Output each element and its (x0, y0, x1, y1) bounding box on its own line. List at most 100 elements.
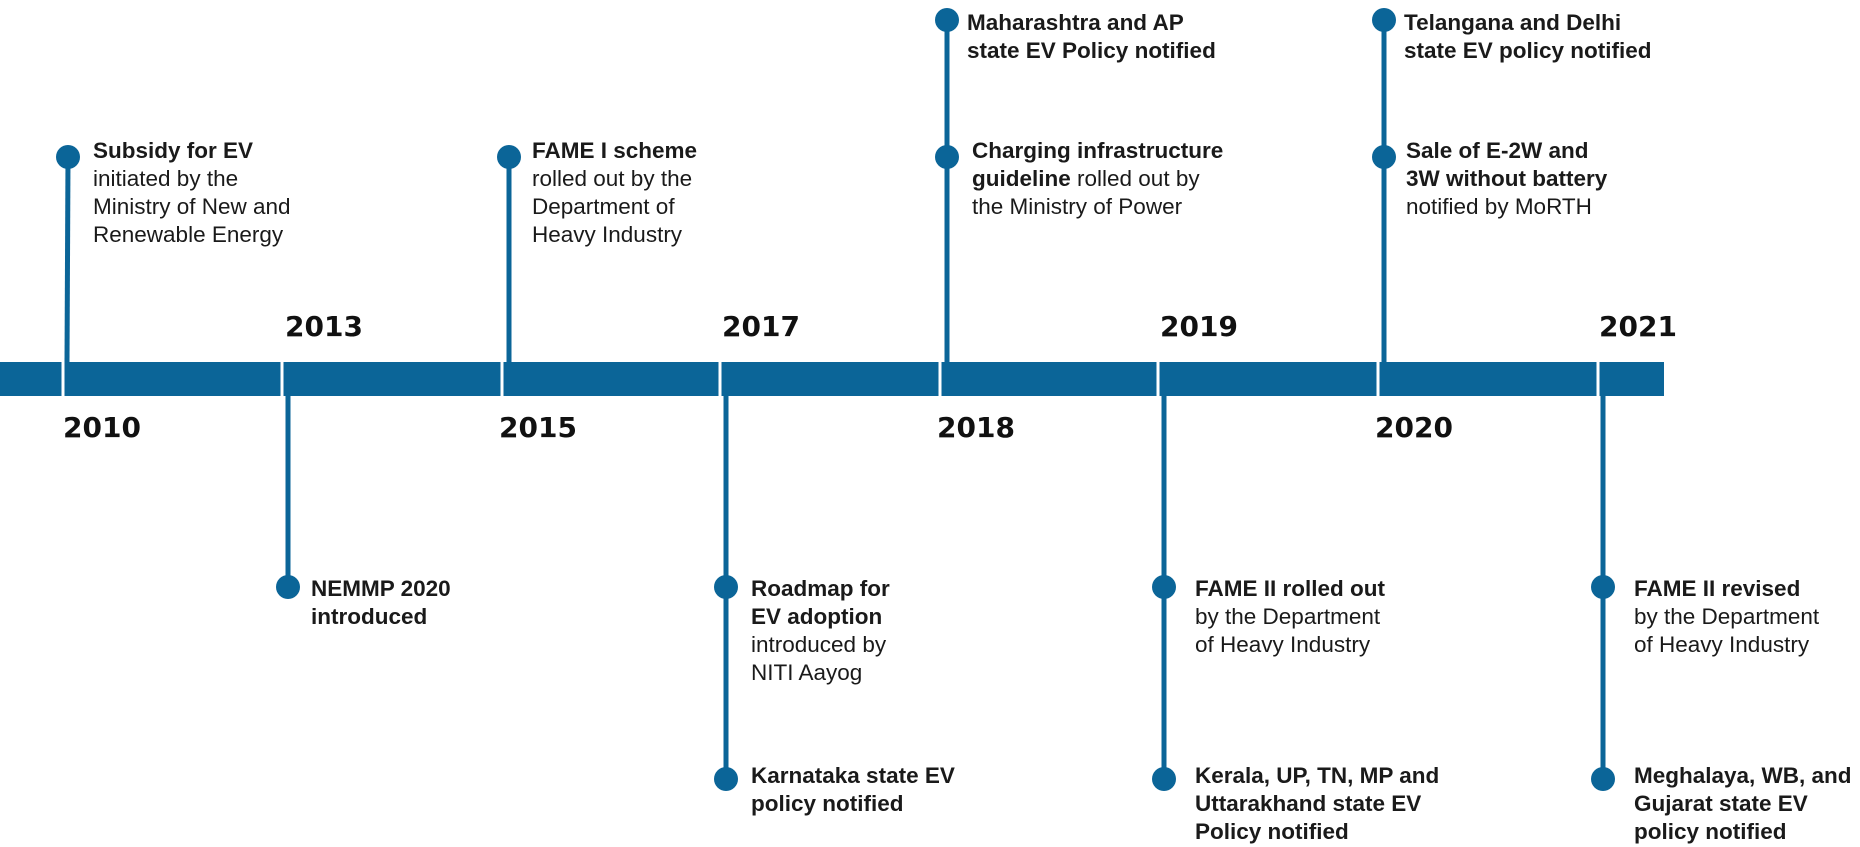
event-text-regular: introduced by (751, 632, 887, 657)
event-dot-2020 (1372, 8, 1396, 32)
event-line: rolled out by the (532, 165, 697, 193)
event-text-bold: introduced (311, 604, 428, 629)
event-line: policy notified (1634, 818, 1852, 846)
event-text-regular: Department of (532, 194, 675, 219)
event-text-regular: Renewable Energy (93, 222, 284, 247)
event-text-bold: Roadmap for (751, 576, 890, 601)
event-text-bold: Kerala, UP, TN, MP and (1195, 763, 1440, 788)
event-connector-2010 (64, 156, 71, 363)
event-dot-2019 (1152, 767, 1176, 791)
event-line: Meghalaya, WB, and (1634, 762, 1852, 790)
event-text-regular: of Heavy Industry (1634, 632, 1810, 657)
event-text-regular: the Ministry of Power (972, 194, 1183, 219)
event-text-bold: state EV Policy notified (967, 38, 1216, 63)
event-line: 3W without battery (1406, 165, 1607, 193)
year-label-2020: 2020 (1375, 411, 1453, 444)
event-line: Policy notified (1195, 818, 1439, 846)
event-line: Charging infrastructure (972, 137, 1223, 165)
event-line: of Heavy Industry (1195, 631, 1385, 659)
year-label-2010: 2010 (63, 411, 141, 444)
event-dot-2021 (1591, 767, 1615, 791)
timeline-bar-separator (1596, 362, 1600, 396)
event-line: Gujarat state EV (1634, 790, 1852, 818)
event-dot-2020 (1372, 145, 1396, 169)
event-line: Subsidy for EV (93, 137, 291, 165)
event-line: introduced (311, 603, 451, 631)
timeline-bar-separator (280, 362, 284, 396)
event-line: NEMMP 2020 (311, 575, 451, 603)
event-dot-2019 (1152, 575, 1176, 599)
event-dot-2010 (56, 145, 80, 169)
event-dot-2021 (1591, 575, 1615, 599)
event-text-2015: FAME I scheme rolled out by the Department… (532, 137, 697, 249)
event-text-bold: FAME II rolled out (1195, 576, 1385, 601)
event-text-bold: Policy notified (1195, 819, 1349, 844)
event-text-regular: by the Department (1195, 604, 1381, 629)
event-text-bold: policy notified (751, 791, 904, 816)
event-text-bold: Uttarakhand state EV (1195, 791, 1422, 816)
event-text-regular: rolled out by the (532, 166, 693, 191)
event-text-regular: notified by MoRTH (1406, 194, 1592, 219)
event-line: Ministry of New and (93, 193, 291, 221)
timeline-bar (0, 362, 1664, 396)
event-text-bold: policy notified (1634, 819, 1787, 844)
timeline-bar-separator (938, 362, 942, 396)
year-label-2015: 2015 (499, 411, 577, 444)
event-line: Renewable Energy (93, 221, 291, 249)
event-text-regular: initiated by the (93, 166, 239, 191)
event-line: by the Department (1634, 603, 1819, 631)
event-line: Telangana and Delhi (1404, 9, 1652, 37)
timeline-bar-separator (718, 362, 722, 396)
event-text-bold: EV adoption (751, 604, 883, 629)
event-dot-2013 (276, 575, 300, 599)
event-line: Kerala, UP, TN, MP and (1195, 762, 1439, 790)
event-text-2017: Karnataka state EV policy notified (751, 762, 955, 818)
event-text-2019: Kerala, UP, TN, MP and Uttarakhand state … (1195, 762, 1439, 846)
event-text-regular: rolled out by (1070, 166, 1200, 191)
year-label-2013: 2013 (285, 310, 363, 343)
event-text-2017: Roadmap for EV adoption introduced by NITI … (751, 575, 890, 687)
event-line: guideline rolled out by (972, 165, 1223, 193)
event-text-bold: Charging infrastructure (972, 138, 1224, 163)
event-dot-2017 (714, 767, 738, 791)
event-line: introduced by (751, 631, 890, 659)
event-dot-2015 (497, 145, 521, 169)
year-label-2021: 2021 (1599, 310, 1677, 343)
event-line: Roadmap for (751, 575, 890, 603)
event-line: Sale of E-2W and (1406, 137, 1607, 165)
event-text-2019: FAME II rolled out by the Department of He… (1195, 575, 1385, 659)
event-text-bold: Karnataka state EV (751, 763, 955, 788)
event-line: notified by MoRTH (1406, 193, 1607, 221)
event-text-bold: Maharashtra and AP (967, 10, 1184, 35)
event-line: initiated by the (93, 165, 291, 193)
event-text-2020: Sale of E-2W and 3W without battery notifi… (1406, 137, 1607, 221)
event-line: Heavy Industry (532, 221, 697, 249)
year-label-2017: 2017 (722, 310, 800, 343)
event-line: Uttarakhand state EV (1195, 790, 1439, 818)
event-text-2021: FAME II revised by the Department of Heavy… (1634, 575, 1819, 659)
event-line: state EV policy notified (1404, 37, 1652, 65)
event-line: by the Department (1195, 603, 1385, 631)
event-line: FAME II rolled out (1195, 575, 1385, 603)
event-text-regular: Heavy Industry (532, 222, 683, 247)
event-line: the Ministry of Power (972, 193, 1223, 221)
event-line: FAME II revised (1634, 575, 1819, 603)
event-text-2018: Charging infrastructure guideline rolled … (972, 137, 1223, 221)
event-dot-2018 (935, 145, 959, 169)
event-dot-2018 (935, 8, 959, 32)
event-text-bold: FAME II revised (1634, 576, 1801, 601)
event-text-2013: NEMMP 2020 introduced (311, 575, 451, 631)
timeline-bar-separator (1156, 362, 1160, 396)
year-label-2019: 2019 (1160, 310, 1238, 343)
event-text-bold: FAME I scheme (532, 138, 698, 163)
event-text-2018: Maharashtra and AP state EV Policy notifi… (967, 9, 1216, 65)
event-text-bold: guideline (972, 166, 1071, 191)
event-text-bold: Telangana and Delhi (1404, 10, 1622, 35)
event-line: Karnataka state EV (751, 762, 955, 790)
event-text-2010: Subsidy for EV initiated by the Ministry o… (93, 137, 291, 249)
event-line: Department of (532, 193, 697, 221)
event-text-bold: state EV policy notified (1404, 38, 1652, 63)
event-text-regular: by the Department (1634, 604, 1820, 629)
event-text-regular: NITI Aayog (751, 660, 863, 685)
